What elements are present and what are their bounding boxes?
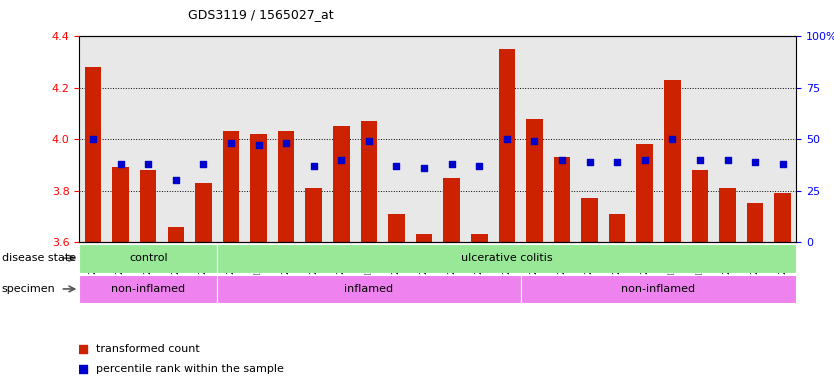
Point [87, 136, 100, 142]
Point [445, 161, 459, 167]
Text: non-inflamed: non-inflamed [621, 284, 696, 294]
Bar [719, 188, 736, 242]
Bar [223, 131, 239, 242]
Text: transformed count: transformed count [96, 344, 199, 354]
Point [748, 159, 761, 165]
Text: inflamed: inflamed [344, 284, 394, 294]
Point [169, 177, 183, 184]
Text: control: control [129, 253, 168, 263]
Point [252, 142, 265, 149]
Bar [526, 119, 543, 242]
Bar [217, 275, 520, 303]
Point [142, 161, 155, 167]
Bar [250, 134, 267, 242]
Point [583, 159, 596, 165]
Point [307, 163, 320, 169]
Point [417, 165, 430, 171]
Point [693, 157, 706, 163]
Bar [471, 234, 488, 242]
Point [197, 161, 210, 167]
Bar [520, 275, 796, 303]
Bar [691, 170, 708, 242]
Bar [664, 80, 681, 242]
Point [638, 157, 651, 163]
Point [319, 103, 332, 109]
Bar [305, 188, 322, 242]
Text: GDS3119 / 1565027_at: GDS3119 / 1565027_at [188, 8, 334, 21]
Point [279, 140, 293, 146]
Bar [775, 193, 791, 242]
Point [334, 157, 348, 163]
Bar [636, 144, 653, 242]
Bar [113, 167, 129, 242]
Bar [581, 198, 598, 242]
Bar [168, 227, 184, 242]
Point [776, 161, 789, 167]
Bar [360, 121, 377, 242]
Point [224, 140, 238, 146]
Bar [195, 183, 212, 242]
Point [528, 138, 541, 144]
Text: specimen: specimen [2, 284, 55, 294]
Point [610, 159, 624, 165]
Point [319, 291, 332, 297]
Point [389, 163, 403, 169]
Bar [278, 131, 294, 242]
Bar [499, 49, 515, 242]
Point [500, 136, 514, 142]
Text: non-inflamed: non-inflamed [111, 284, 185, 294]
Bar [444, 178, 460, 242]
Point [362, 138, 375, 144]
Bar [333, 126, 349, 242]
Bar [217, 244, 796, 273]
Point [473, 163, 486, 169]
Text: disease state: disease state [2, 253, 76, 263]
Point [666, 136, 679, 142]
Bar [79, 244, 217, 273]
Point [555, 157, 569, 163]
Bar [416, 234, 432, 242]
Bar [746, 204, 763, 242]
Text: ulcerative colitis: ulcerative colitis [461, 253, 553, 263]
Bar [388, 214, 404, 242]
Bar [85, 67, 101, 242]
Bar [609, 214, 626, 242]
Bar [140, 170, 157, 242]
Text: percentile rank within the sample: percentile rank within the sample [96, 364, 284, 374]
Point [114, 161, 128, 167]
Bar [79, 275, 217, 303]
Point [721, 157, 734, 163]
Bar [554, 157, 570, 242]
